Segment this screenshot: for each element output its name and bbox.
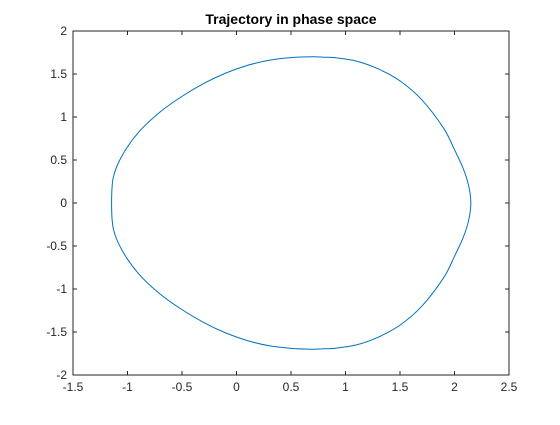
x-tick-label: -0.5 (172, 380, 193, 394)
x-tick-label: 0 (233, 380, 240, 394)
y-tick-label: -1.5 (46, 325, 67, 339)
x-tick-label: 1 (342, 380, 349, 394)
y-tick-label: 1.5 (50, 67, 67, 81)
x-tick-label: 0.5 (283, 380, 300, 394)
y-tick-label: 1 (60, 110, 67, 124)
axes-box (72, 30, 510, 376)
x-tick-label: 1.5 (392, 380, 409, 394)
y-tick-label: -0.5 (46, 239, 67, 253)
y-tick-label: 0 (60, 196, 67, 210)
x-tick-label: 2.5 (501, 380, 518, 394)
y-tick-label: 0.5 (50, 153, 67, 167)
tick-labels: -1.5 -1 -0.5 0 0.5 1 1.5 2 2.5 2 1.5 1 0.5 0 -0.5 -1 -1.… (46, 24, 517, 394)
y-tick-label: -1 (56, 282, 67, 296)
series-layer (111, 56, 472, 350)
y-tick-label: 2 (60, 24, 67, 38)
trajectory-line (111, 56, 472, 350)
chart-title: Trajectory in phase space (205, 11, 376, 27)
y-tick-label: -2 (56, 368, 67, 382)
plot-area (73, 31, 509, 375)
x-tick-label: 2 (451, 380, 458, 394)
x-tick-label: -1.5 (63, 380, 84, 394)
x-tick-label: -1 (122, 380, 133, 394)
